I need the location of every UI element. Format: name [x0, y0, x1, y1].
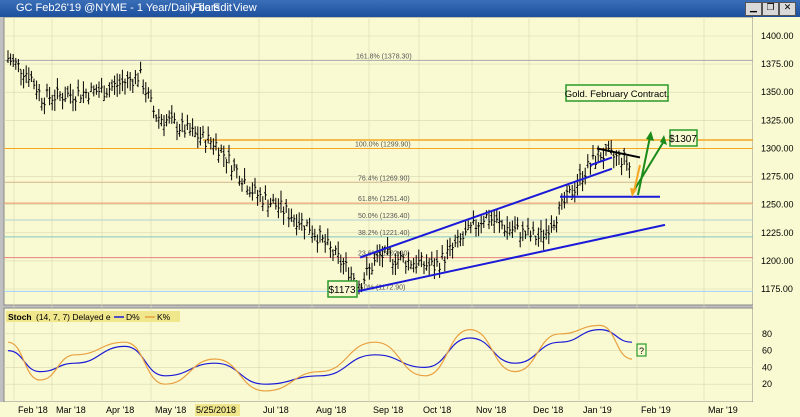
green-arrow-1: [632, 140, 665, 193]
time-tick-label: Feb '19: [641, 405, 671, 415]
price-tick-label: 1375.00: [761, 59, 794, 69]
target-box: [669, 129, 698, 147]
time-tick-label: May '18: [155, 405, 186, 415]
stoch-axis: 80 60 40 20: [762, 329, 772, 389]
time-tick-label: Dec '18: [533, 405, 563, 415]
close-icon[interactable]: ✕: [779, 2, 796, 16]
projection-arrows: [630, 131, 667, 197]
stoch-grid: [4, 333, 753, 385]
menu-file[interactable]: File: [193, 2, 211, 14]
annotation-question: ?: [636, 343, 647, 357]
price-axis-background: [753, 17, 800, 402]
annotation-low: $1173: [327, 280, 358, 298]
time-tick-label: Apr '18: [106, 405, 134, 415]
window-title: GC Feb26'19 @NYME - 1 Year/Daily bars: [16, 2, 221, 14]
orange-arrow: [633, 164, 641, 192]
price-tick-label: 1225.00: [761, 228, 794, 238]
green-arrow-2-head: [646, 131, 654, 141]
green-arrow-2: [637, 136, 651, 196]
channel-line: [359, 167, 613, 259]
fib-label: 161.8% (1378.30): [356, 53, 412, 60]
time-tick-label: Nov '18: [476, 405, 506, 415]
channel-line: [589, 156, 613, 167]
time-tick-label: Mar '19: [708, 405, 738, 415]
fib-label: 0.0% (1172.90): [358, 284, 405, 291]
fib-label: 38.2% (1221.40): [358, 230, 410, 237]
price-tick-label: 1275.00: [761, 172, 794, 182]
d-legend: D%: [126, 312, 140, 322]
stoch-header: Stoch (14, 7, 7) Delayed e D% K%: [6, 311, 180, 322]
stoch-d-line: [7, 328, 633, 385]
question-box: [636, 343, 647, 357]
green-arrow-1-head: [660, 135, 667, 145]
price-tick-label: 1200.00: [761, 256, 794, 266]
fib-label: 76.4% (1269.90): [358, 175, 410, 182]
stoch-tick-label: 80: [762, 329, 772, 339]
price-tick-label: 1300.00: [761, 143, 794, 153]
time-tick-label: Feb '18: [18, 405, 48, 415]
low-label: $1173: [328, 285, 356, 296]
annotation-target: $1307: [669, 129, 698, 147]
price-axis: 1400.00 1375.00 1350.00 1325.00 1300.00 1275.…: [761, 31, 794, 294]
time-tick-label: Mar '18: [56, 405, 86, 415]
price-tick-label: 1325.00: [761, 115, 794, 125]
contract-label: Gold. February Contract.: [565, 89, 670, 100]
menu-edit[interactable]: Edit: [213, 2, 232, 14]
stoch-k-line: [7, 324, 633, 392]
stoch-tick-label: 60: [762, 346, 772, 356]
stoch-tick-label: 40: [762, 362, 772, 372]
fib-label: 50.0% (1236.40): [358, 213, 410, 220]
k-legend: K%: [157, 312, 171, 322]
time-axis: Feb '18 Mar '18 Apr '18 May '18 5/25/2018 Jul…: [18, 404, 738, 416]
contract-box: [565, 84, 669, 102]
time-tick-label: Sep '18: [373, 405, 403, 415]
stoch-title: Stoch: [8, 312, 32, 322]
price-pane: [3, 17, 754, 306]
price-tick-label: 1350.00: [761, 87, 794, 97]
target-label: $1307: [669, 134, 697, 145]
trendlines: [357, 147, 666, 293]
time-tick-label: Oct '18: [423, 405, 451, 415]
stoch-params: (14, 7, 7) Delayed e: [36, 312, 111, 322]
time-tick-label: 5/25/2018: [196, 405, 236, 415]
fib-label: 100.0% (1299.90): [355, 142, 411, 149]
fib-label: 23.6% (1202.90): [358, 251, 410, 258]
fib-levels: 161.8% (1378.30) 100.0% (1299.90) 76.4% (1…: [4, 53, 753, 292]
time-tick-label: Aug '18: [316, 405, 346, 415]
low-box: [327, 280, 358, 298]
annotation-contract: Gold. February Contract.: [565, 84, 670, 102]
wedge-top-line: [596, 147, 641, 159]
channel-line: [357, 223, 666, 293]
chart-canvas: 161.8% (1378.30) 100.0% (1299.90) 76.4% (1…: [0, 17, 800, 417]
restore-icon[interactable]: ❐: [762, 2, 779, 16]
menu-view[interactable]: View: [233, 2, 257, 14]
question-label: ?: [639, 346, 644, 356]
orange-arrow-head: [630, 188, 637, 197]
time-tick-label: Jan '19: [583, 405, 612, 415]
stoch-tick-label: 20: [762, 379, 772, 389]
fib-label: 61.8% (1251.40): [358, 196, 410, 203]
price-tick-label: 1175.00: [761, 284, 793, 294]
time-tick-label: Jul '18: [263, 405, 289, 415]
minimize-icon[interactable]: ▁: [745, 2, 762, 16]
price-tick-label: 1250.00: [761, 200, 794, 210]
price-tick-label: 1400.00: [761, 31, 794, 41]
stoch-header-bg: [6, 311, 180, 322]
title-bar: GC Feb26'19 @NYME - 1 Year/Daily bars Fi…: [0, 0, 800, 17]
price-bars: [6, 50, 631, 295]
date-highlight: [195, 404, 240, 416]
